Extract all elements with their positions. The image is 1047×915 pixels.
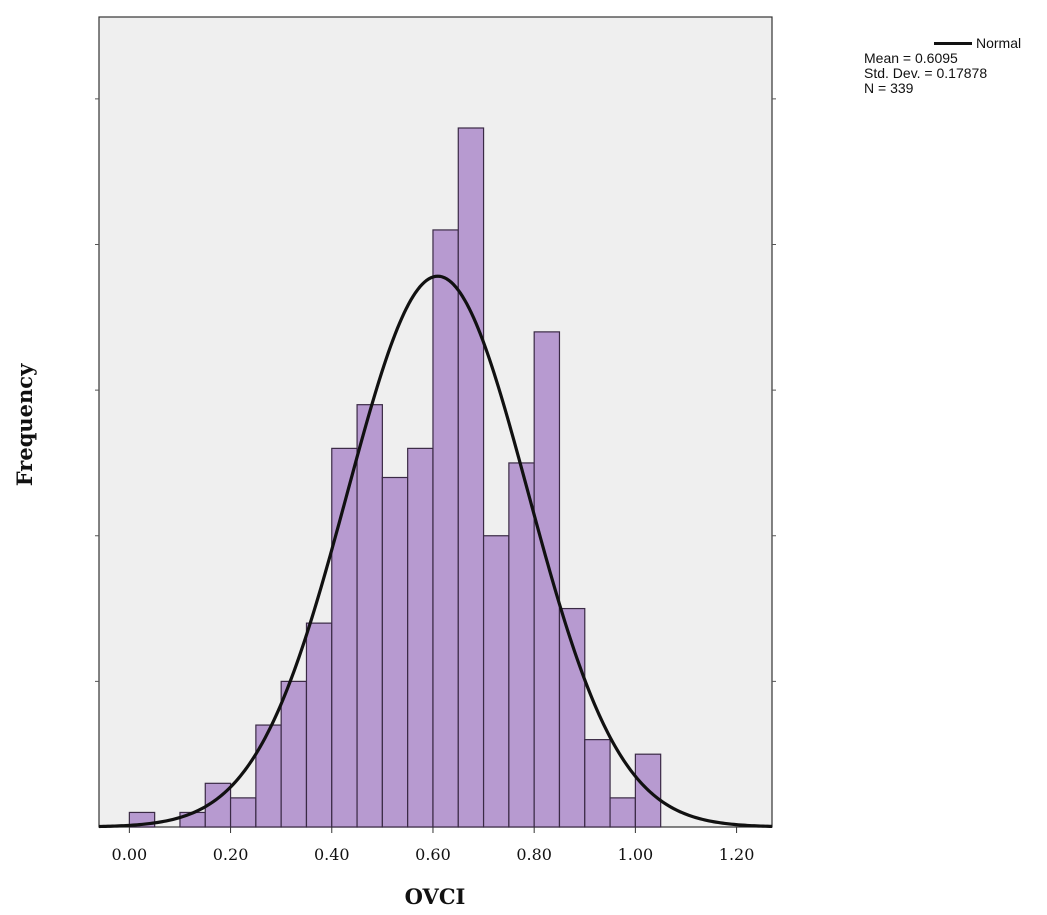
- normal-curve: [98, 274, 773, 829]
- legend-item-normal: Normal: [864, 36, 1021, 51]
- legend: Normal Mean = 0.6095 Std. Dev. = 0.17878…: [864, 36, 1021, 96]
- x-tick-labels: 0.00 0.20 0.40 0.60 0.80 1.00 1.20: [112, 845, 755, 864]
- bar-15: [533, 331, 561, 828]
- bar-3: [229, 797, 257, 828]
- legend-std-dev: Std. Dev. = 0.17878: [864, 65, 988, 81]
- legend-line-swatch: [934, 42, 972, 45]
- bar-11: [432, 229, 459, 828]
- bar-5: [280, 680, 308, 828]
- x-axis-label: OVCI: [405, 884, 466, 909]
- bar-13: [482, 535, 510, 828]
- x-tick-label-0: 0.00: [112, 845, 148, 864]
- legend-mean: Mean = 0.6095: [864, 50, 958, 66]
- x-tick-label-6: 1.20: [719, 845, 755, 864]
- bar-14: [508, 462, 535, 828]
- bar-12: [457, 127, 485, 828]
- x-tick-label-5: 1.00: [618, 845, 654, 864]
- bar-19: [634, 753, 662, 828]
- y-axis-label: Frequency: [12, 363, 37, 486]
- bar-18: [609, 797, 636, 828]
- legend-n: N = 339: [864, 80, 914, 96]
- x-tick-label-4: 0.80: [516, 845, 552, 864]
- bar-8: [356, 404, 383, 828]
- tick-marks: [95, 98, 776, 833]
- bar-17: [584, 739, 611, 828]
- normal-curve-layer: [98, 274, 773, 829]
- bar-6: [305, 622, 333, 828]
- bar-7: [331, 447, 358, 828]
- legend-normal-label: Normal: [976, 35, 1022, 51]
- x-tick-label-2: 0.40: [314, 845, 350, 864]
- bar-10: [407, 447, 434, 828]
- x-tick-label-3: 0.60: [415, 845, 451, 864]
- bar-4: [255, 724, 282, 828]
- x-tick-label-1: 0.20: [213, 845, 249, 864]
- bar-9: [381, 476, 409, 828]
